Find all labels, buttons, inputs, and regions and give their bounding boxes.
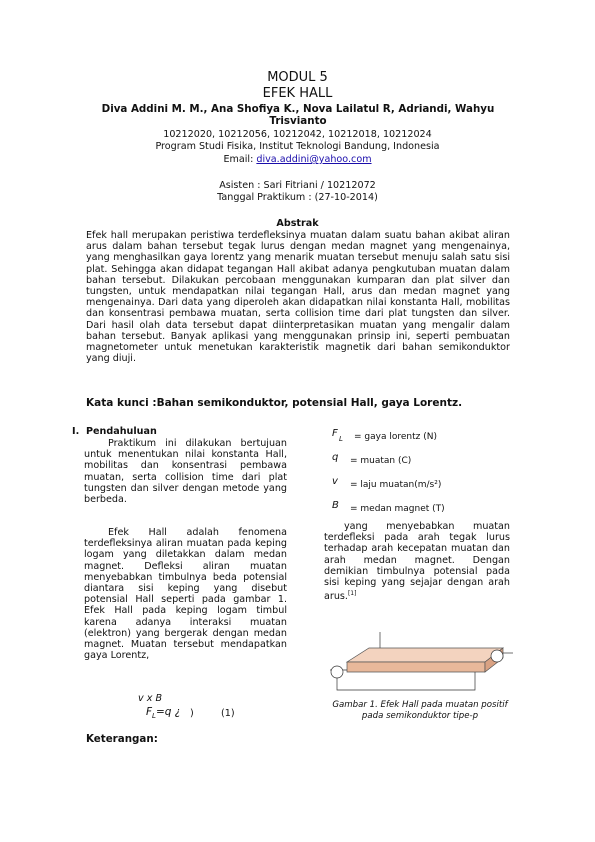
plate-top bbox=[345, 647, 505, 663]
equation: FL=q ¿ bbox=[146, 706, 181, 722]
assistant: Asisten : Sari Fitriani / 10212072 bbox=[219, 180, 376, 191]
eq-sub: L bbox=[152, 712, 156, 721]
definition-text: = medan magnet (T) bbox=[350, 504, 445, 514]
symbol-sub: L bbox=[339, 435, 343, 443]
definition: q = muatan (C) bbox=[332, 452, 532, 476]
paragraph: yang menyebabkan muatan terdefleksi pada… bbox=[324, 521, 510, 603]
eq-lhs: F bbox=[146, 706, 153, 718]
affiliation: Program Studi Fisika, Institut Teknologi… bbox=[155, 141, 440, 152]
equation-top: v x B bbox=[138, 693, 163, 704]
title: MODUL 5 bbox=[267, 70, 328, 85]
abstract-text: Efek hall merupakan peristiwa terdefleks… bbox=[86, 230, 510, 365]
ids: 10212020, 10212056, 10212042, 10212018, … bbox=[163, 129, 432, 140]
subtitle: EFEK HALL bbox=[262, 86, 333, 101]
definition-text: = gaya lorentz (N) bbox=[354, 432, 437, 442]
eq-close: ) bbox=[190, 708, 194, 719]
authors: Diva Addini M. M., Ana Shofiya K., Nova … bbox=[101, 103, 495, 127]
notes-heading: Keterangan: bbox=[86, 733, 158, 745]
email-label: Email: bbox=[223, 154, 254, 165]
keywords: Kata kunci :Bahan semikonduktor, potensi… bbox=[86, 397, 463, 409]
definition-text: = muatan (C) bbox=[350, 456, 412, 466]
definition: B = medan magnet (T) bbox=[332, 500, 532, 524]
symbol: q bbox=[332, 452, 339, 463]
eq-number: (1) bbox=[221, 708, 235, 719]
definition: F L = gaya lorentz (N) bbox=[332, 428, 532, 452]
email-link[interactable]: diva.addini@yahoo.com bbox=[256, 154, 372, 165]
paragraph-text: yang menyebabkan muatan terdefleksi pada… bbox=[324, 521, 510, 603]
paragraph: Praktikum ini dilakukan bertujuan untuk … bbox=[84, 438, 287, 506]
figure-caption: Gambar 1. Efek Hall pada muatan positif … bbox=[332, 700, 508, 721]
definitions: F L = gaya lorentz (N) q = muatan (C) v = laju… bbox=[332, 428, 532, 524]
section-title: Pendahuluan bbox=[86, 426, 157, 437]
symbol: B bbox=[332, 500, 339, 511]
symbol: F bbox=[332, 428, 338, 439]
email-line: Email: diva.addini@yahoo.com bbox=[0, 154, 595, 165]
symbol: v bbox=[332, 476, 338, 487]
definition: v = laju muatan(m/s²) bbox=[332, 476, 532, 500]
ammeter bbox=[490, 649, 504, 663]
abstract-heading: Abstrak bbox=[276, 218, 319, 229]
section-number: I. bbox=[72, 426, 80, 437]
figure bbox=[330, 632, 513, 691]
citation: [1] bbox=[347, 590, 357, 598]
plate-front bbox=[346, 661, 486, 673]
wire bbox=[336, 672, 476, 691]
date: Tanggal Praktikum : (27-10-2014) bbox=[217, 192, 378, 203]
paragraph: Efek Hall adalah fenomena terdefleksinya… bbox=[84, 527, 287, 662]
eq-rhs: =q ¿ bbox=[155, 706, 181, 718]
voltmeter bbox=[330, 665, 344, 679]
definition-text: = laju muatan(m/s²) bbox=[350, 480, 442, 490]
